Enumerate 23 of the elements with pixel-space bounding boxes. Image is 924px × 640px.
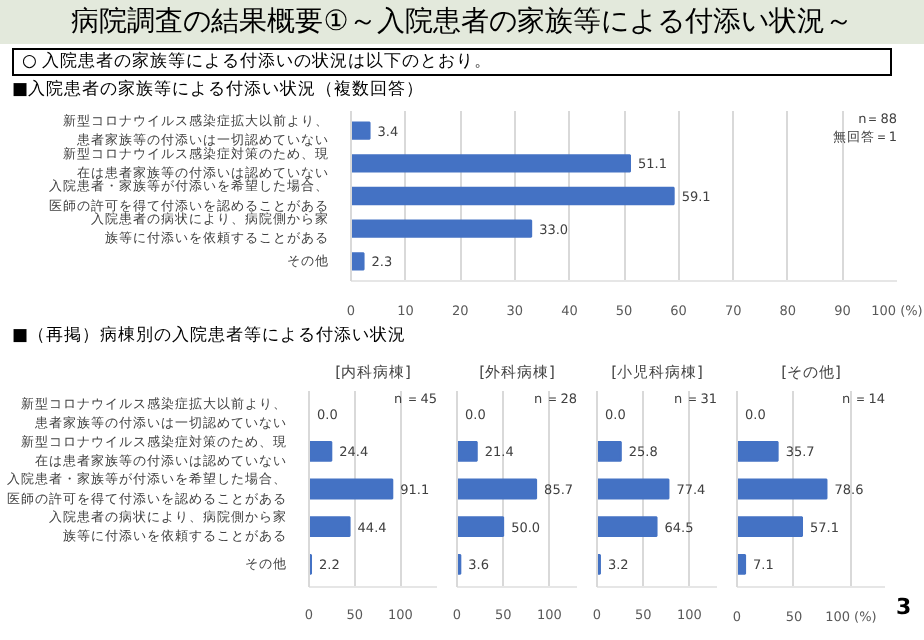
bar (351, 121, 371, 140)
bar (309, 516, 351, 538)
bar (351, 252, 365, 271)
bar (457, 516, 505, 538)
chart-subtitle: ○ 入院患者の家族等による付添いの状況は以下のとおり。 (22, 50, 493, 74)
bar (457, 478, 538, 500)
bar (737, 440, 779, 462)
bar (597, 516, 658, 538)
bar (737, 553, 747, 575)
bar (351, 186, 675, 206)
bar (309, 478, 394, 500)
bar (351, 219, 533, 238)
bar (457, 440, 478, 462)
text: ■（再掲）病棟別の入院患者等による付添い状況 (12, 324, 407, 349)
text: 3 (896, 592, 912, 624)
text: ■入院患者の家族等による付添い状況（複数回答） (12, 78, 425, 103)
bar (737, 516, 804, 538)
bar (597, 440, 622, 462)
bar (597, 478, 670, 500)
bar (737, 478, 828, 500)
chart-title: 病院調査の結果概要①～入院患者の家族等による付添い状況～ (71, 4, 853, 42)
bar (309, 440, 333, 462)
bar (351, 154, 632, 173)
